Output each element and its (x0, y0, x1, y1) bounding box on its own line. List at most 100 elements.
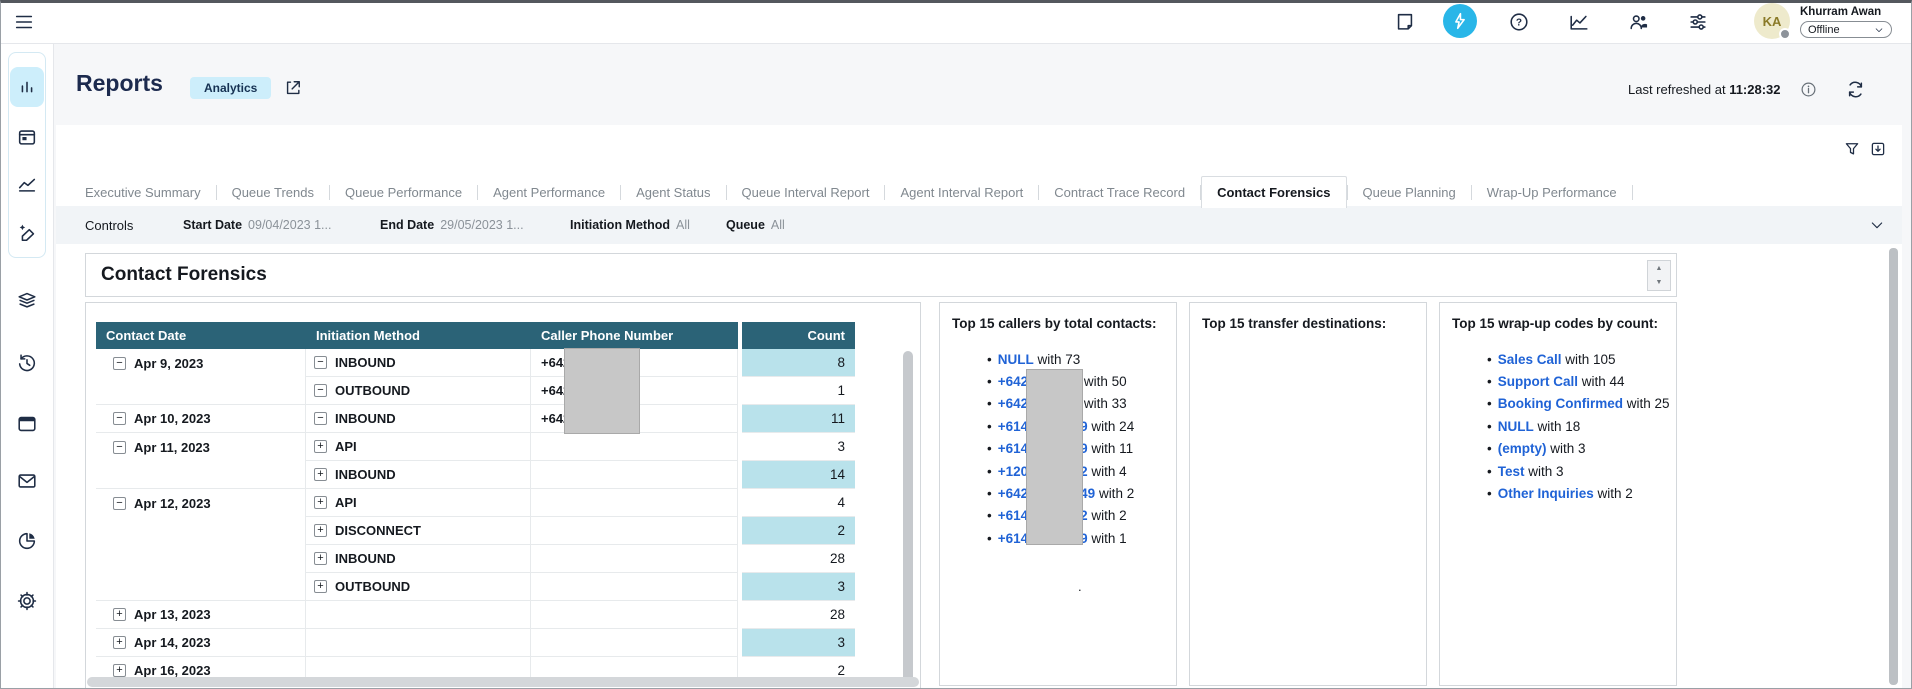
toggle-plus-icon[interactable]: + (314, 468, 327, 481)
sidebar-item-metrics-line-icon[interactable] (16, 173, 38, 195)
initiation-method-value: API (335, 439, 357, 454)
toggle-plus-icon[interactable]: + (314, 524, 327, 537)
item-link[interactable]: (empty) (1497, 441, 1547, 457)
item-link[interactable]: +642 (997, 374, 1029, 390)
page-scrollbar[interactable] (1889, 248, 1898, 685)
item-link[interactable]: NULL (997, 351, 1034, 367)
cell-contact-date: − Apr 9, 2023 (96, 349, 306, 377)
bullet-icon: • (987, 486, 992, 502)
filter-queue[interactable]: Queue All (726, 206, 785, 244)
bolt-icon[interactable] (1443, 4, 1477, 38)
tab-agent-performance[interactable]: Agent Performance (493, 184, 606, 200)
info-icon[interactable] (1800, 81, 1817, 98)
cell-gap (738, 545, 742, 573)
table-horizontal-scrollbar[interactable] (87, 677, 919, 687)
item-link[interactable]: Test (1497, 463, 1525, 479)
cell-contact-date: + Apr 13, 2023 (96, 601, 306, 629)
item-link[interactable]: +642 (997, 486, 1029, 502)
toggle-minus-icon[interactable]: − (113, 496, 126, 510)
table-vertical-scrollbar[interactable] (903, 351, 913, 683)
filter-initiation-method[interactable]: Initiation Method All (570, 206, 690, 244)
last-refreshed-label: Last refreshed at (1628, 82, 1726, 97)
external-link-icon[interactable] (283, 78, 303, 98)
tab-wrap-up-performance[interactable]: Wrap-Up Performance (1486, 184, 1617, 200)
item-link[interactable]: +614 (997, 530, 1029, 546)
cell-count: 3 (742, 573, 855, 601)
last-refreshed-time: 11:28:32 (1729, 82, 1781, 97)
tab-separator (1346, 184, 1348, 200)
sidebar-item-settings-gear-icon[interactable] (16, 590, 38, 612)
tab-queue-planning[interactable]: Queue Planning (1362, 184, 1456, 200)
tab-agent-status[interactable]: Agent Status (636, 184, 711, 200)
item-link[interactable]: Support Call (1497, 374, 1578, 390)
tab-queue-interval-report[interactable]: Queue Interval Report (741, 184, 870, 200)
item-link[interactable]: NULL (1497, 418, 1534, 434)
toggle-minus-icon[interactable]: − (113, 412, 126, 425)
sidebar-item-window-icon[interactable] (16, 413, 38, 435)
toggle-plus-icon[interactable]: + (314, 552, 327, 565)
sidebar-item-calendar-icon[interactable] (16, 126, 38, 148)
item-link-tail: 49 (1080, 486, 1096, 502)
tab-executive-summary[interactable]: Executive Summary (85, 184, 201, 200)
tab-queue-trends[interactable]: Queue Trends (231, 184, 314, 200)
toggle-plus-icon[interactable]: + (314, 496, 327, 509)
item-link[interactable]: +642 (997, 396, 1029, 412)
spinner-up-icon[interactable]: ▲ (1655, 264, 1663, 272)
sidebar-item-pie-chart-icon[interactable] (16, 530, 38, 552)
analytics-badge: Analytics (190, 77, 272, 99)
hamburger-menu-icon[interactable] (13, 11, 35, 33)
chevron-down-icon[interactable] (1869, 217, 1885, 233)
table-row: − Apr 9, 2023− INBOUND +642 8 (96, 349, 855, 377)
toggle-plus-icon[interactable]: + (314, 440, 327, 453)
cell-initiation-method: + DISCONNECT (306, 517, 531, 545)
item-link[interactable]: +614 (997, 441, 1029, 457)
tab-agent-interval-report[interactable]: Agent Interval Report (900, 184, 1024, 200)
sidebar-item-layers-icon[interactable] (16, 289, 38, 311)
cell-count: 2 (742, 517, 855, 545)
spinner-down-icon[interactable]: ▼ (1655, 279, 1663, 287)
status-select[interactable]: Offline (1800, 21, 1892, 38)
cell-gap (738, 377, 742, 405)
toggle-plus-icon[interactable]: + (113, 636, 126, 649)
filter-icon[interactable] (1843, 140, 1861, 158)
filter-end-date[interactable]: End Date 29/05/2023 1... (380, 206, 524, 244)
sliders-icon[interactable] (1687, 11, 1709, 33)
item-link[interactable]: +614 (997, 508, 1029, 524)
toggle-minus-icon[interactable]: − (113, 356, 126, 370)
toggle-minus-icon[interactable]: − (314, 356, 327, 369)
tab-contract-trace-record[interactable]: Contract Trace Record (1054, 184, 1186, 200)
item-link[interactable]: Sales Call (1497, 351, 1562, 367)
toggle-minus-icon[interactable]: − (113, 440, 126, 454)
item-link-tail: 2 (1080, 463, 1088, 479)
toggle-minus-icon[interactable]: − (314, 412, 327, 425)
users-icon[interactable] (1628, 11, 1650, 33)
item-link[interactable]: +614 (997, 418, 1029, 434)
toggle-minus-icon[interactable]: − (314, 384, 327, 397)
sidebar-item-history-icon[interactable] (16, 352, 38, 374)
metrics-icon[interactable] (1568, 11, 1590, 33)
cell-initiation-method: + INBOUND (306, 461, 531, 489)
sidebar-item-analyses-bar-chart-icon[interactable] (16, 76, 38, 98)
filter-start-date[interactable]: Start Date 09/04/2023 1... (183, 206, 331, 244)
help-icon[interactable]: ? (1508, 11, 1530, 33)
toggle-plus-icon[interactable]: + (314, 580, 327, 593)
cell-initiation-method (306, 629, 531, 657)
table-header: Contact Date Initiation Method Caller Ph… (96, 322, 855, 349)
item-link[interactable]: Other Inquiries (1497, 486, 1594, 502)
sidebar-item-design-brush-icon[interactable] (16, 221, 38, 243)
sidebar-item-mail-icon[interactable] (16, 470, 38, 492)
notepad-icon[interactable] (1394, 11, 1416, 33)
tab-queue-performance[interactable]: Queue Performance (344, 184, 463, 200)
toggle-plus-icon[interactable]: + (113, 608, 126, 621)
item-count-text: with 25 (1622, 396, 1670, 412)
download-icon[interactable] (1869, 140, 1887, 158)
item-link[interactable]: Booking Confirmed (1497, 396, 1623, 412)
refresh-icon[interactable] (1845, 79, 1866, 100)
item-count-text: with 18 (1533, 418, 1581, 434)
tab-contact-forensics[interactable]: Contact Forensics (1201, 176, 1347, 208)
last-refreshed: Last refreshed at 11:28:32 (1628, 82, 1781, 97)
panel-title: Top 15 transfer destinations: (1202, 316, 1387, 331)
item-link[interactable]: +120 (997, 463, 1029, 479)
cell-initiation-method: + API (306, 489, 531, 517)
toggle-plus-icon[interactable]: + (113, 664, 126, 677)
